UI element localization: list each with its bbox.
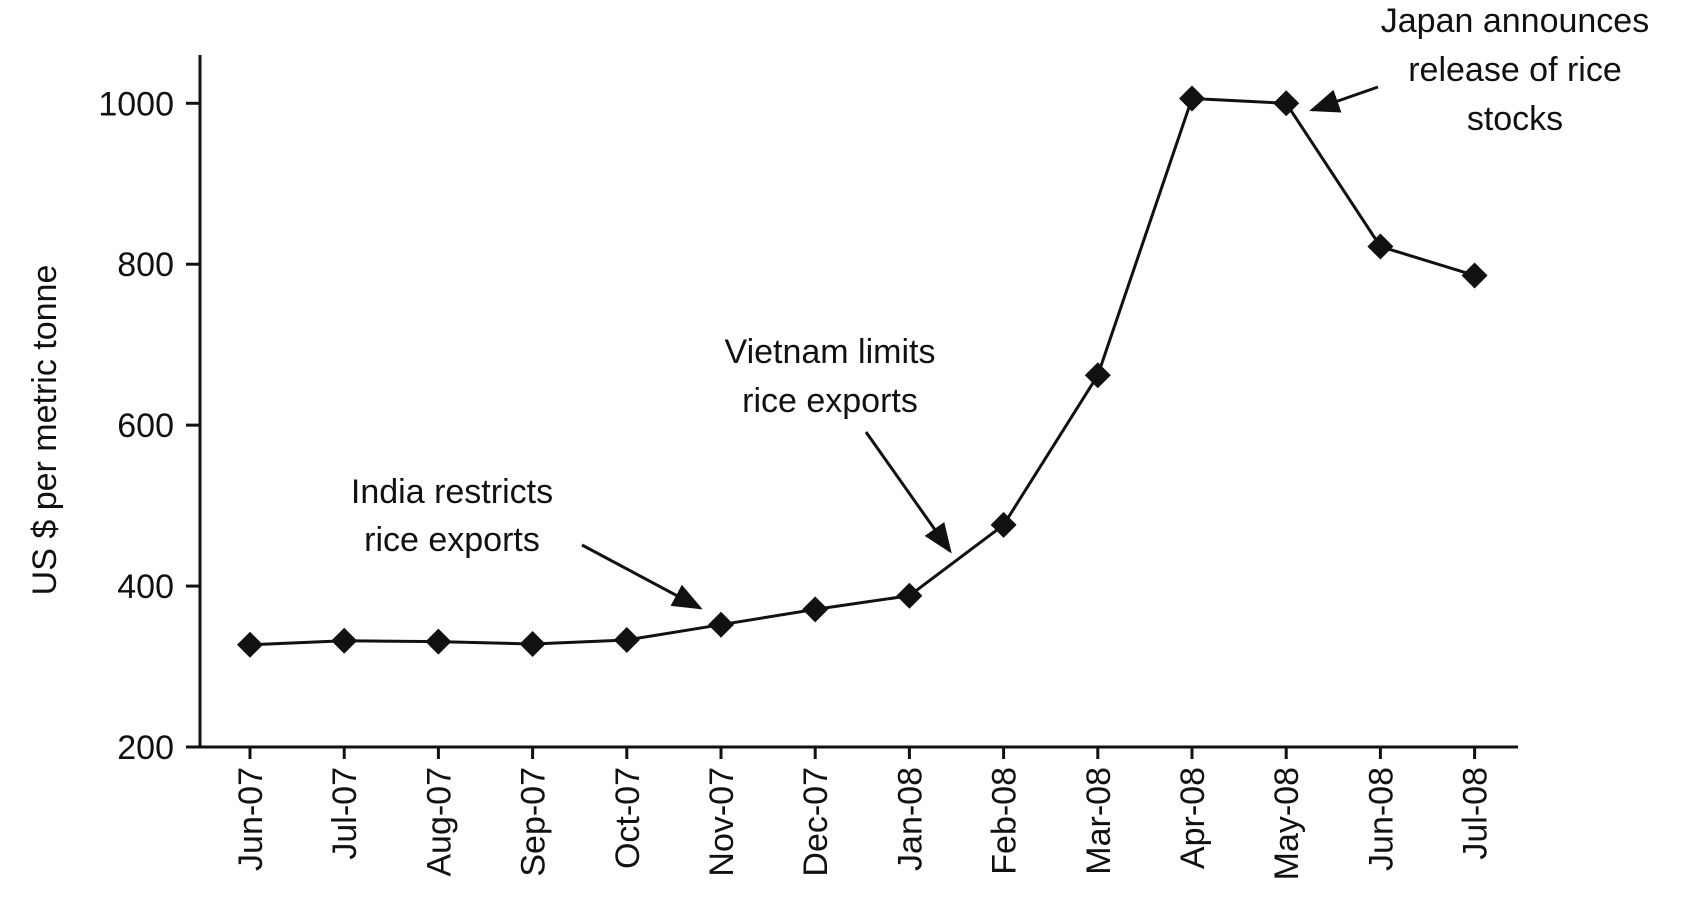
annotation-vietnam-line-1: Vietnam limits	[725, 333, 936, 371]
data-point-marker	[519, 631, 546, 658]
y-axis-label: US $ per metric tonne	[26, 265, 64, 596]
annotation-vietnam-line-2: rice exports	[742, 382, 918, 420]
annotation-japan-line-1: Japan announces	[1381, 2, 1649, 40]
x-tick-label: Oct-07	[609, 767, 647, 869]
data-point-marker	[1179, 85, 1205, 112]
data-point-marker	[237, 631, 263, 658]
y-tick-label: 200	[117, 729, 174, 767]
annotation-india-arrow	[581, 543, 703, 610]
data-point-marker	[896, 582, 923, 609]
annotation-india-line-1: India restricts	[351, 473, 553, 511]
x-tick-label: Dec-07	[797, 767, 835, 877]
y-tick-label: 600	[117, 407, 174, 445]
x-tick-label: Aug-07	[420, 767, 458, 877]
y-tick-label: 400	[117, 568, 174, 606]
annotation-japan: Japan announces release of rice stocks	[1309, 2, 1649, 138]
x-ticks: Jun-07 Jul-07 Aug-07 Sep-07 Oct-07 Nov-07 Dec-…	[232, 747, 1495, 880]
data-point-marker	[1084, 362, 1111, 389]
annotation-japan-line-2: release of rice	[1408, 51, 1622, 89]
series-line	[249, 96, 1476, 647]
x-tick-label: Sep-07	[515, 767, 553, 877]
data-point-marker	[1461, 262, 1488, 289]
x-tick-label: Jul-08	[1457, 767, 1495, 860]
annotation-vietnam-arrow	[864, 431, 952, 554]
x-tick-label: Mar-08	[1080, 767, 1118, 875]
annotation-india-line-2: rice exports	[364, 521, 540, 559]
data-point-marker	[613, 626, 640, 653]
y-ticks: 200 400 600 800 1000	[98, 85, 200, 767]
data-point-marker	[990, 511, 1017, 538]
x-tick-label: Feb-08	[986, 767, 1024, 875]
x-tick-label: Jan-08	[891, 767, 929, 871]
series-price	[237, 85, 1488, 658]
x-tick-label: Jun-07	[232, 767, 270, 871]
data-point-marker	[802, 596, 829, 623]
x-tick-label: Jun-08	[1362, 767, 1400, 871]
annotation-japan-arrow	[1309, 85, 1379, 113]
y-tick-label: 800	[117, 246, 174, 284]
data-point-marker	[1273, 90, 1300, 117]
data-point-marker	[425, 628, 452, 655]
annotation-vietnam: Vietnam limits rice exports	[725, 333, 952, 554]
x-tick-label: Jul-07	[326, 767, 364, 860]
data-point-marker	[708, 611, 734, 638]
x-tick-label: May-08	[1268, 767, 1306, 880]
annotation-japan-line-3: stocks	[1467, 100, 1563, 138]
annotation-india: India restricts rice exports	[351, 473, 703, 610]
x-tick-label: Apr-08	[1174, 767, 1212, 869]
data-point-marker	[331, 627, 358, 654]
x-tick-label: Nov-07	[703, 767, 741, 877]
data-point-marker	[1367, 233, 1394, 260]
y-tick-label: 1000	[98, 85, 174, 123]
